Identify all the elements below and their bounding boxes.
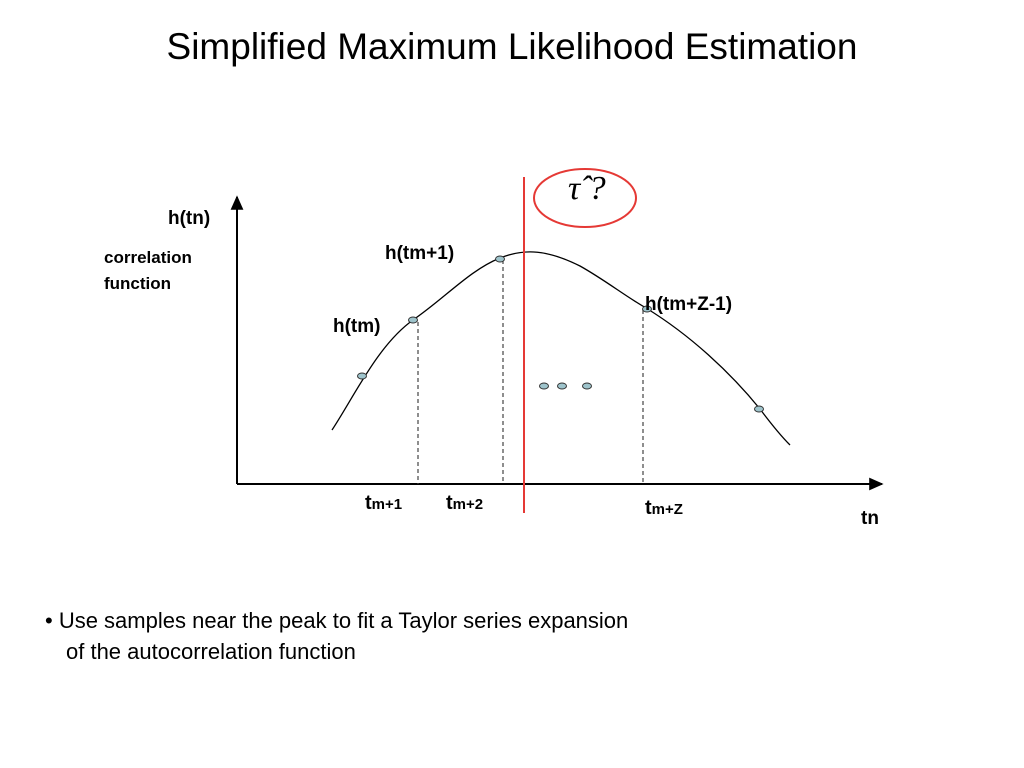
bullet-line-2: of the autocorrelation function (66, 639, 356, 664)
tick-label-tm2: tm+2 (446, 492, 484, 514)
ellipsis-dot (582, 382, 592, 390)
point-label-h-tmz1: h(tm+Z-1) (645, 294, 733, 315)
tick-label-tm1: tm+1 (365, 492, 403, 514)
tau-estimate-label: τ̂ ? (568, 170, 606, 207)
bullet-line-1: • Use samples near the peak to fit a Tay… (45, 608, 629, 633)
ellipsis-dot (539, 382, 549, 390)
ellipsis-dot (557, 382, 567, 390)
sample-point (357, 372, 367, 380)
sample-point-tm1 (495, 255, 505, 263)
correlation-curve (331, 251, 791, 446)
sample-point-tm (408, 316, 418, 324)
y-axis-sublabel: correlation function (104, 245, 192, 297)
y-axis-sublabel-line1: correlation (104, 248, 192, 267)
sample-point-tmz1 (642, 305, 652, 313)
slide-title: Simplified Maximum Likelihood Estimation (166, 26, 858, 67)
tick-label-tmz: tm+Z (645, 497, 683, 519)
x-axis-label: tn (861, 508, 879, 529)
point-label-h-tm: h(tm) (333, 316, 381, 337)
point-label-h-tm1: h(tm+1) (385, 243, 455, 264)
bullet-note: • Use samples near the peak to fit a Tay… (45, 605, 628, 667)
y-axis-sublabel-line2: function (104, 274, 172, 293)
y-axis-label: h(tn) (168, 208, 211, 229)
estimate-highlight (533, 168, 637, 228)
sample-point (754, 405, 764, 413)
